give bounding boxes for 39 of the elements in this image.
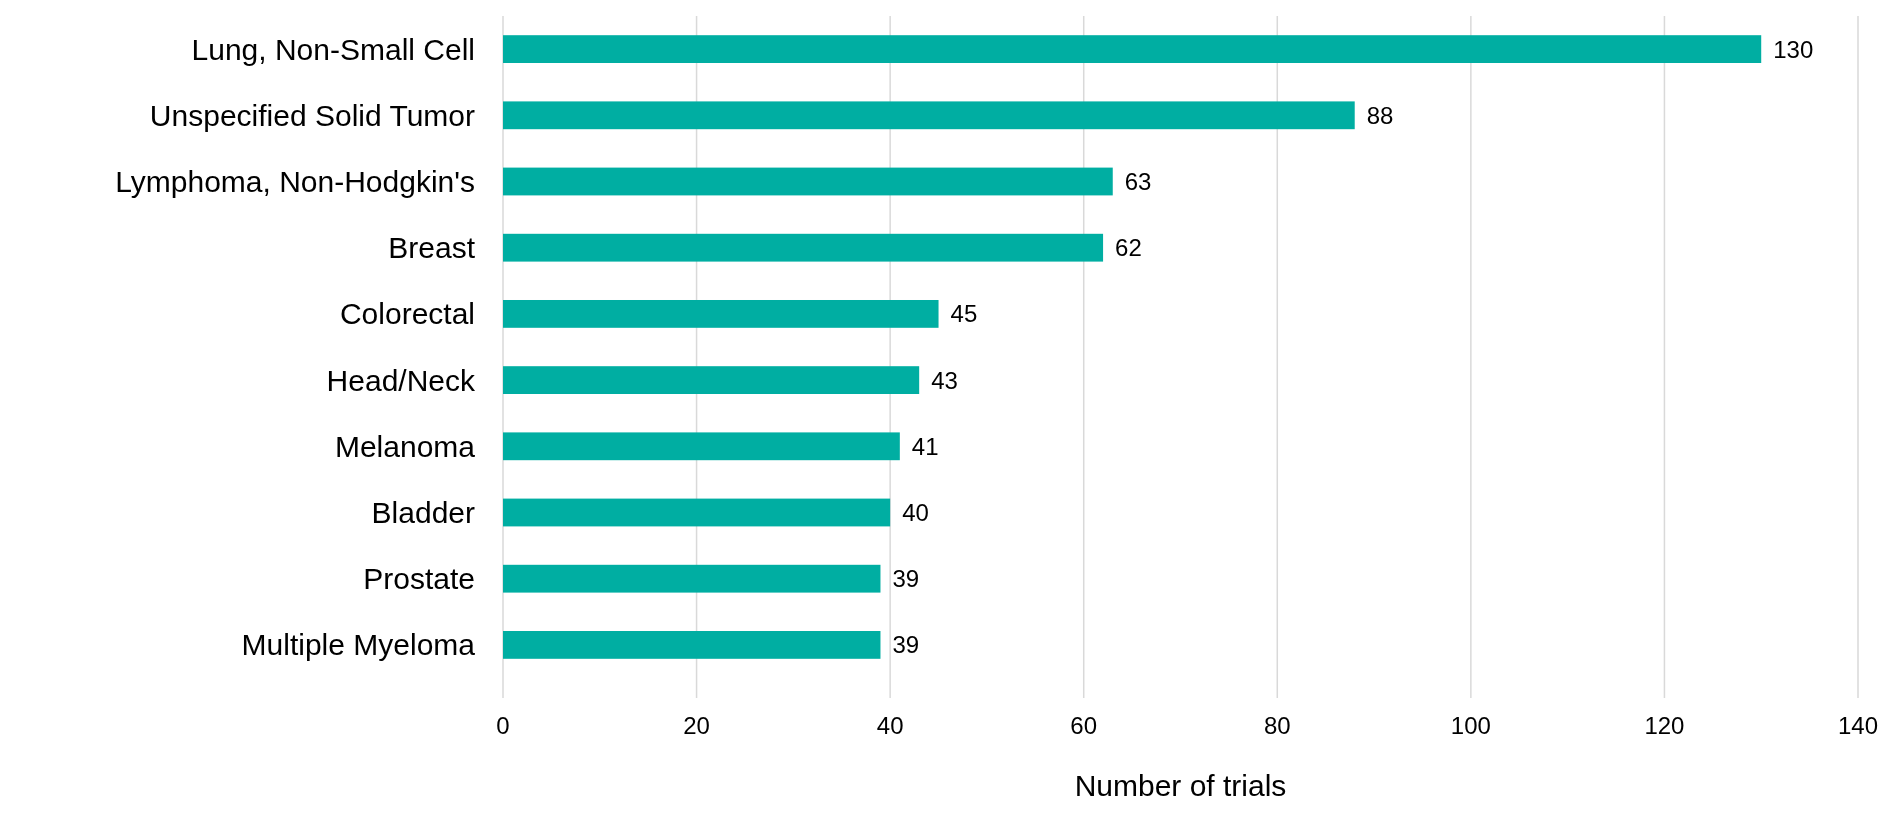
data-label: 62 [1115,234,1142,262]
bar [503,498,891,527]
x-tick-label: 80 [1263,712,1291,739]
bar [503,35,1762,63]
y-tick-label: Lymphoma, Non-Hodgkin's [115,165,475,198]
bar [503,432,900,461]
bar [503,631,881,659]
x-tick-label: 0 [496,712,510,739]
bar [503,167,1113,196]
y-tick-label: Melanoma [334,429,476,463]
bar [503,101,1355,130]
data-label: 63 [1124,167,1152,195]
bar [503,366,920,394]
x-tick-label: 100 [1450,712,1491,739]
x-axis-title: Number of trials [1074,769,1287,802]
y-tick-label: Breast [388,231,476,265]
x-tick-label: 60 [1070,712,1098,739]
bar [503,233,1104,262]
y-tick-label: Unspecified Solid Tumor [149,98,475,132]
y-tick-label: Multiple Myeloma [241,628,476,662]
x-tick-label: 40 [876,712,904,739]
data-label: 41 [911,432,939,460]
bar [503,300,939,328]
data-label: 88 [1366,101,1394,129]
x-tick-label: 120 [1644,712,1685,739]
data-label: 39 [892,631,920,659]
y-tick-label: Prostate [363,562,475,596]
x-tick-label: 140 [1837,712,1879,739]
data-label: 39 [892,565,920,593]
data-label: 40 [902,498,929,526]
data-label: 130 [1773,35,1814,63]
x-tick-label: 20 [683,712,710,739]
y-tick-label: Colorectal [339,297,475,331]
data-label: 45 [950,300,978,328]
y-tick-label: Bladder [371,496,476,529]
data-label: 43 [931,366,958,394]
bar [503,564,881,593]
y-tick-label: Head/Neck [326,363,476,397]
y-tick-label: Lung, Non-Small Cell [191,32,475,66]
